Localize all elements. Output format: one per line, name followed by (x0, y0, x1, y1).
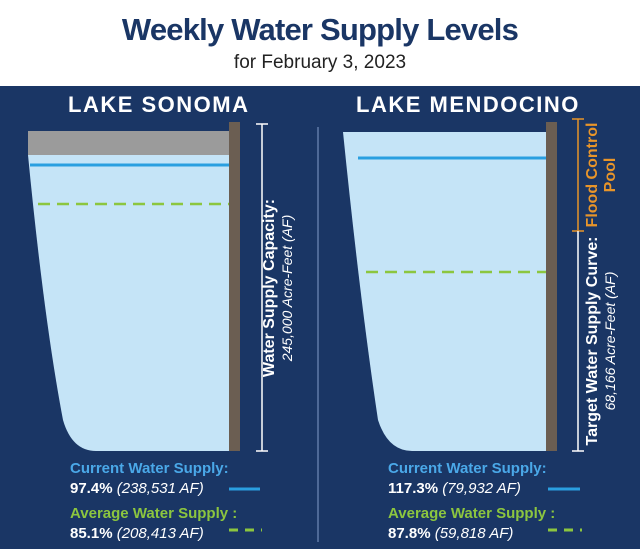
sonoma-dam (229, 122, 240, 451)
mendocino-current-af: (79,932 AF) (442, 480, 521, 497)
sonoma-flood-pool (28, 131, 230, 155)
sonoma-current-af: (238,531 AF) (116, 480, 204, 497)
lake-mendocino-title: LAKE MENDOCINO (356, 92, 580, 117)
sonoma-current-percent: 97.4% (70, 480, 113, 497)
sonoma-legend: Current Water Supply: 97.4% (238,531 AF)… (70, 461, 237, 541)
flood-control-label: Flood Control Pool (584, 120, 624, 230)
header: Weekly Water Supply Levels for February … (0, 0, 640, 86)
page-subtitle: for February 3, 2023 (233, 52, 407, 73)
flood-control-line2: Pool (602, 157, 620, 193)
mendocino-average-af: (59,818 AF) (434, 525, 514, 542)
sonoma-average-value: 85.1% (208,413 AF) (70, 526, 237, 541)
mendocino-average-percent: 87.8% (388, 525, 431, 542)
sonoma-water (28, 155, 230, 451)
mendocino-current-percent: 117.3% (388, 480, 439, 497)
sonoma-current-label: Current Water Supply: (70, 460, 229, 477)
mendocino-dam (546, 122, 557, 451)
sonoma-capacity-value: 245,000 Acre-Feet (AF) (279, 214, 296, 362)
mendocino-target-title: Target Water Supply Curve: (584, 236, 601, 446)
lake-sonoma-title: LAKE SONOMA (68, 92, 250, 117)
mendocino-average-label: Average Water Supply : (388, 505, 556, 522)
mendocino-target-value: 68,166 Acre-Feet (AF) (602, 271, 619, 411)
sonoma-average-af: (208,413 AF) (116, 525, 204, 542)
sonoma-average-label: Average Water Supply : (70, 505, 238, 522)
mendocino-average-value: 87.8% (59,818 AF) (388, 526, 555, 541)
sonoma-current-value: 97.4% (238,531 AF) (70, 481, 237, 496)
mendocino-target-label: Target Water Supply Curve: 68,166 Acre-F… (584, 231, 624, 451)
page-title: Weekly Water Supply Levels (121, 12, 519, 47)
flood-control-line1: Flood Control (584, 122, 601, 228)
mendocino-current-value: 117.3% (79,932 AF) (388, 481, 555, 496)
sonoma-average-percent: 85.1% (70, 525, 113, 542)
mendocino-current-label: Current Water Supply: (388, 460, 547, 477)
sonoma-capacity-title: Water Supply Capacity: (261, 198, 278, 378)
sonoma-capacity-label: Water Supply Capacity: 245,000 Acre-Feet… (261, 173, 301, 403)
mendocino-water (343, 132, 546, 451)
mendocino-legend: Current Water Supply: 117.3% (79,932 AF)… (388, 461, 555, 541)
